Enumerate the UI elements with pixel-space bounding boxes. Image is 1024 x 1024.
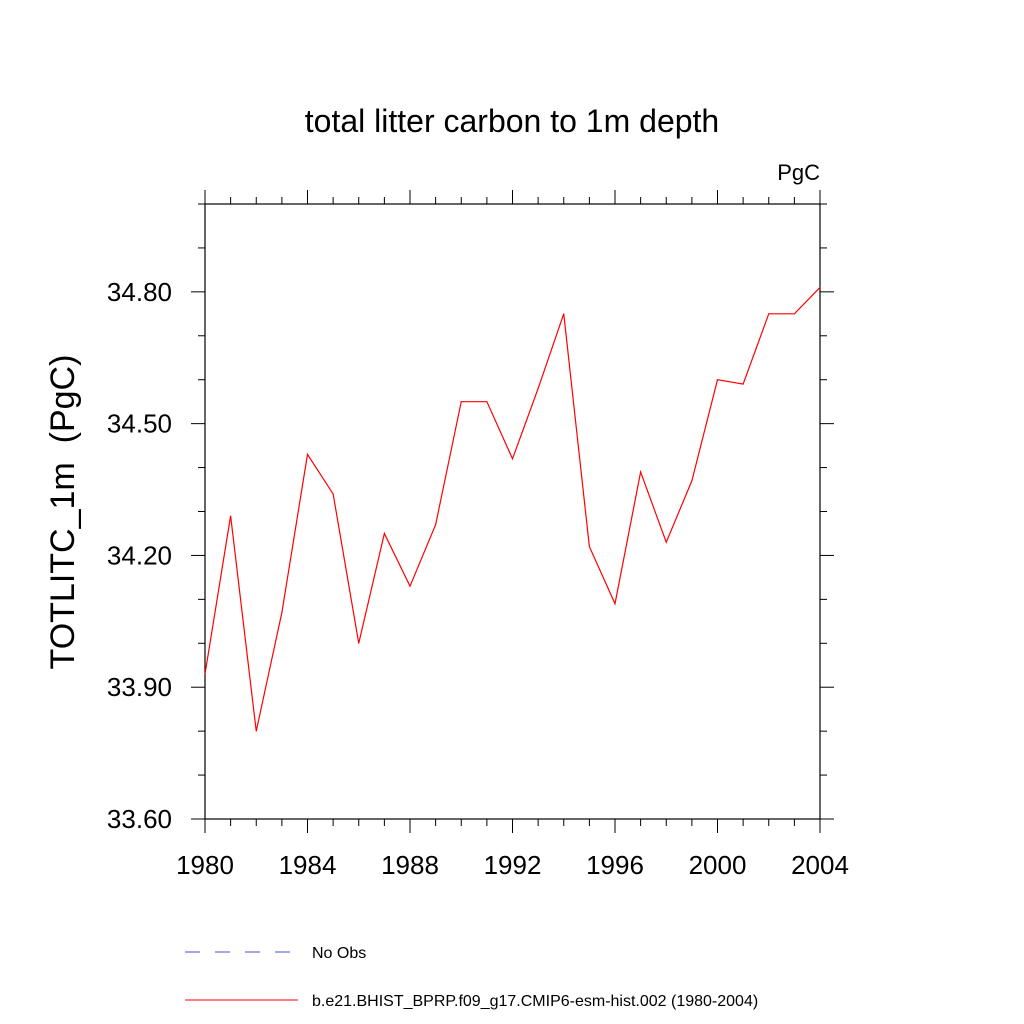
x-tick-label: 1996 — [586, 850, 644, 880]
data-point — [486, 401, 488, 403]
data-point — [204, 673, 206, 675]
data-point — [717, 379, 718, 381]
x-axis: 1980 1984 1988 1992 1996 2000 2004 — [176, 190, 849, 880]
data-point — [281, 612, 283, 614]
plot-frame — [204, 203, 821, 820]
y-tick-label: 34.80 — [107, 277, 172, 307]
legend: No Obs b.e21.BHIST_BPRP.f09_g17.CMIP6-esm… — [185, 945, 758, 1010]
x-tick-label: 1992 — [484, 850, 542, 880]
y-tick-label: 34.20 — [107, 540, 172, 570]
data-point — [435, 524, 437, 526]
x-tick-label: 2004 — [791, 850, 849, 880]
y-tick-label: 34.50 — [107, 409, 172, 439]
data-point — [691, 480, 693, 482]
y-axis: 33.60 33.90 34.20 34.50 34.80 — [107, 203, 834, 834]
data-point — [742, 383, 744, 385]
data-point — [512, 458, 513, 460]
y-tick-label: 33.90 — [107, 672, 172, 702]
series-layer — [204, 286, 821, 732]
series-line-1 — [204, 287, 821, 732]
x-tick-label: 1980 — [176, 850, 234, 880]
data-point — [230, 515, 232, 517]
data-point — [255, 730, 257, 732]
data-point — [307, 453, 308, 455]
x-tick-label: 2000 — [689, 850, 747, 880]
data-point — [537, 388, 539, 389]
data-point — [563, 313, 565, 315]
legend-label-1: b.e21.BHIST_BPRP.f09_g17.CMIP6-esm-hist.… — [312, 993, 758, 1010]
data-point — [332, 493, 334, 495]
y-axis-label: TOTLITC_1m (PgC) — [44, 355, 82, 670]
data-point — [383, 532, 385, 534]
chart-title: total litter carbon to 1m depth — [305, 103, 719, 139]
data-point — [409, 585, 411, 587]
data-point — [768, 313, 770, 315]
legend-label-0: No Obs — [312, 945, 366, 962]
data-point — [358, 642, 360, 644]
data-point — [614, 603, 616, 605]
x-tick-label: 1984 — [279, 850, 337, 880]
data-point — [793, 313, 795, 315]
data-point — [665, 541, 667, 543]
data-point — [588, 546, 590, 548]
x-tick-label: 1988 — [381, 850, 439, 880]
data-point — [460, 401, 462, 403]
units-label: PgC — [777, 160, 820, 185]
data-point — [640, 471, 642, 473]
y-tick-label: 33.60 — [107, 804, 172, 834]
data-point — [819, 286, 821, 288]
